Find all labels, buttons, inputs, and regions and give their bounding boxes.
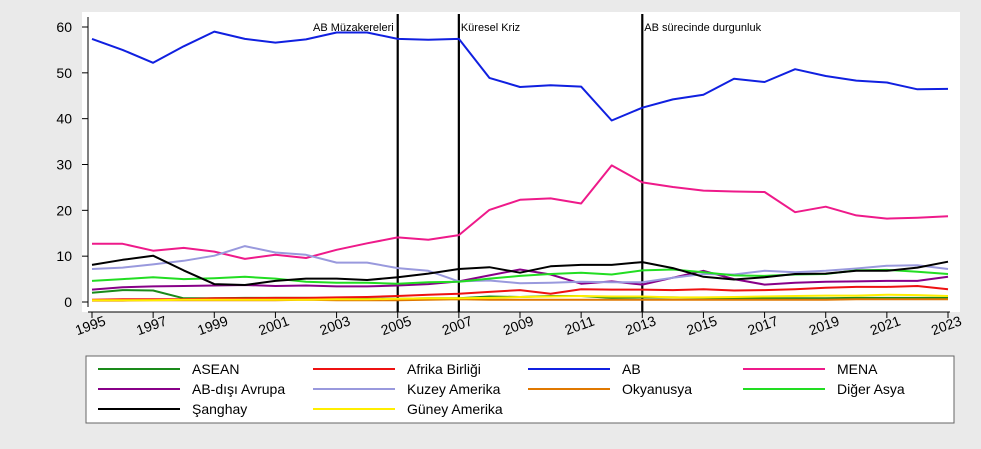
x-tick-label: 2017 [745,312,780,338]
series-line-3 [92,164,949,260]
legend-label: Kuzey Amerika [407,381,501,397]
x-tick-label: 2011 [563,313,597,338]
y-tick-label: 40 [56,111,72,127]
series-line-2 [91,30,949,122]
legend-label: Şanghay [192,401,247,417]
y-tick-label: 0 [64,294,72,310]
x-tick-label: 2023 [929,312,964,338]
series-line-1 [91,285,949,301]
annotation-label: AB Müzakereleri [313,22,394,34]
legend-label: Güney Amerika [407,401,503,417]
series-line-5 [91,245,949,285]
legend-label: AB-dışı Avrupa [192,381,285,397]
legend: ASEAN Afrika Birliği AB MENA AB-dışı Avrupa K… [98,361,905,417]
x-tick-label: 2021 [868,312,903,338]
y-tick-label: 50 [56,65,72,81]
legend-label: AB [622,361,641,377]
x-tick-label: 2015 [684,312,719,338]
legend-label: MENA [837,361,878,377]
x-tick-label: 2005 [379,312,414,338]
x-tick-label: 2019 [807,312,842,338]
plot-background [82,12,960,312]
x-tick-label: 2009 [501,312,536,338]
x-tick-label: 2003 [317,312,352,338]
y-tick-label: 60 [56,19,72,35]
x-tick-label: 2007 [440,312,475,338]
series-line-8 [91,254,949,286]
x-tick-label: 2001 [256,312,291,338]
annotation-label: AB sürecinde durgunluk [644,22,761,34]
legend-label: Afrika Birliği [407,361,481,377]
y-tick-label: 30 [56,157,72,173]
series-lines [91,30,949,302]
annotation-label: Küresel Kriz [461,22,520,34]
legend-label: Diğer Asya [837,381,905,397]
legend-label: Okyanusya [622,381,692,397]
y-tick-label: 10 [56,248,72,264]
x-tick-label: 1995 [73,312,108,338]
series-line-9 [92,293,949,302]
x-tick-label: 2013 [623,312,658,338]
legend-label: ASEAN [192,361,239,377]
y-tick-label: 20 [56,202,72,218]
x-tick-label: 1997 [134,312,169,338]
x-tick-label: 1999 [195,312,230,338]
